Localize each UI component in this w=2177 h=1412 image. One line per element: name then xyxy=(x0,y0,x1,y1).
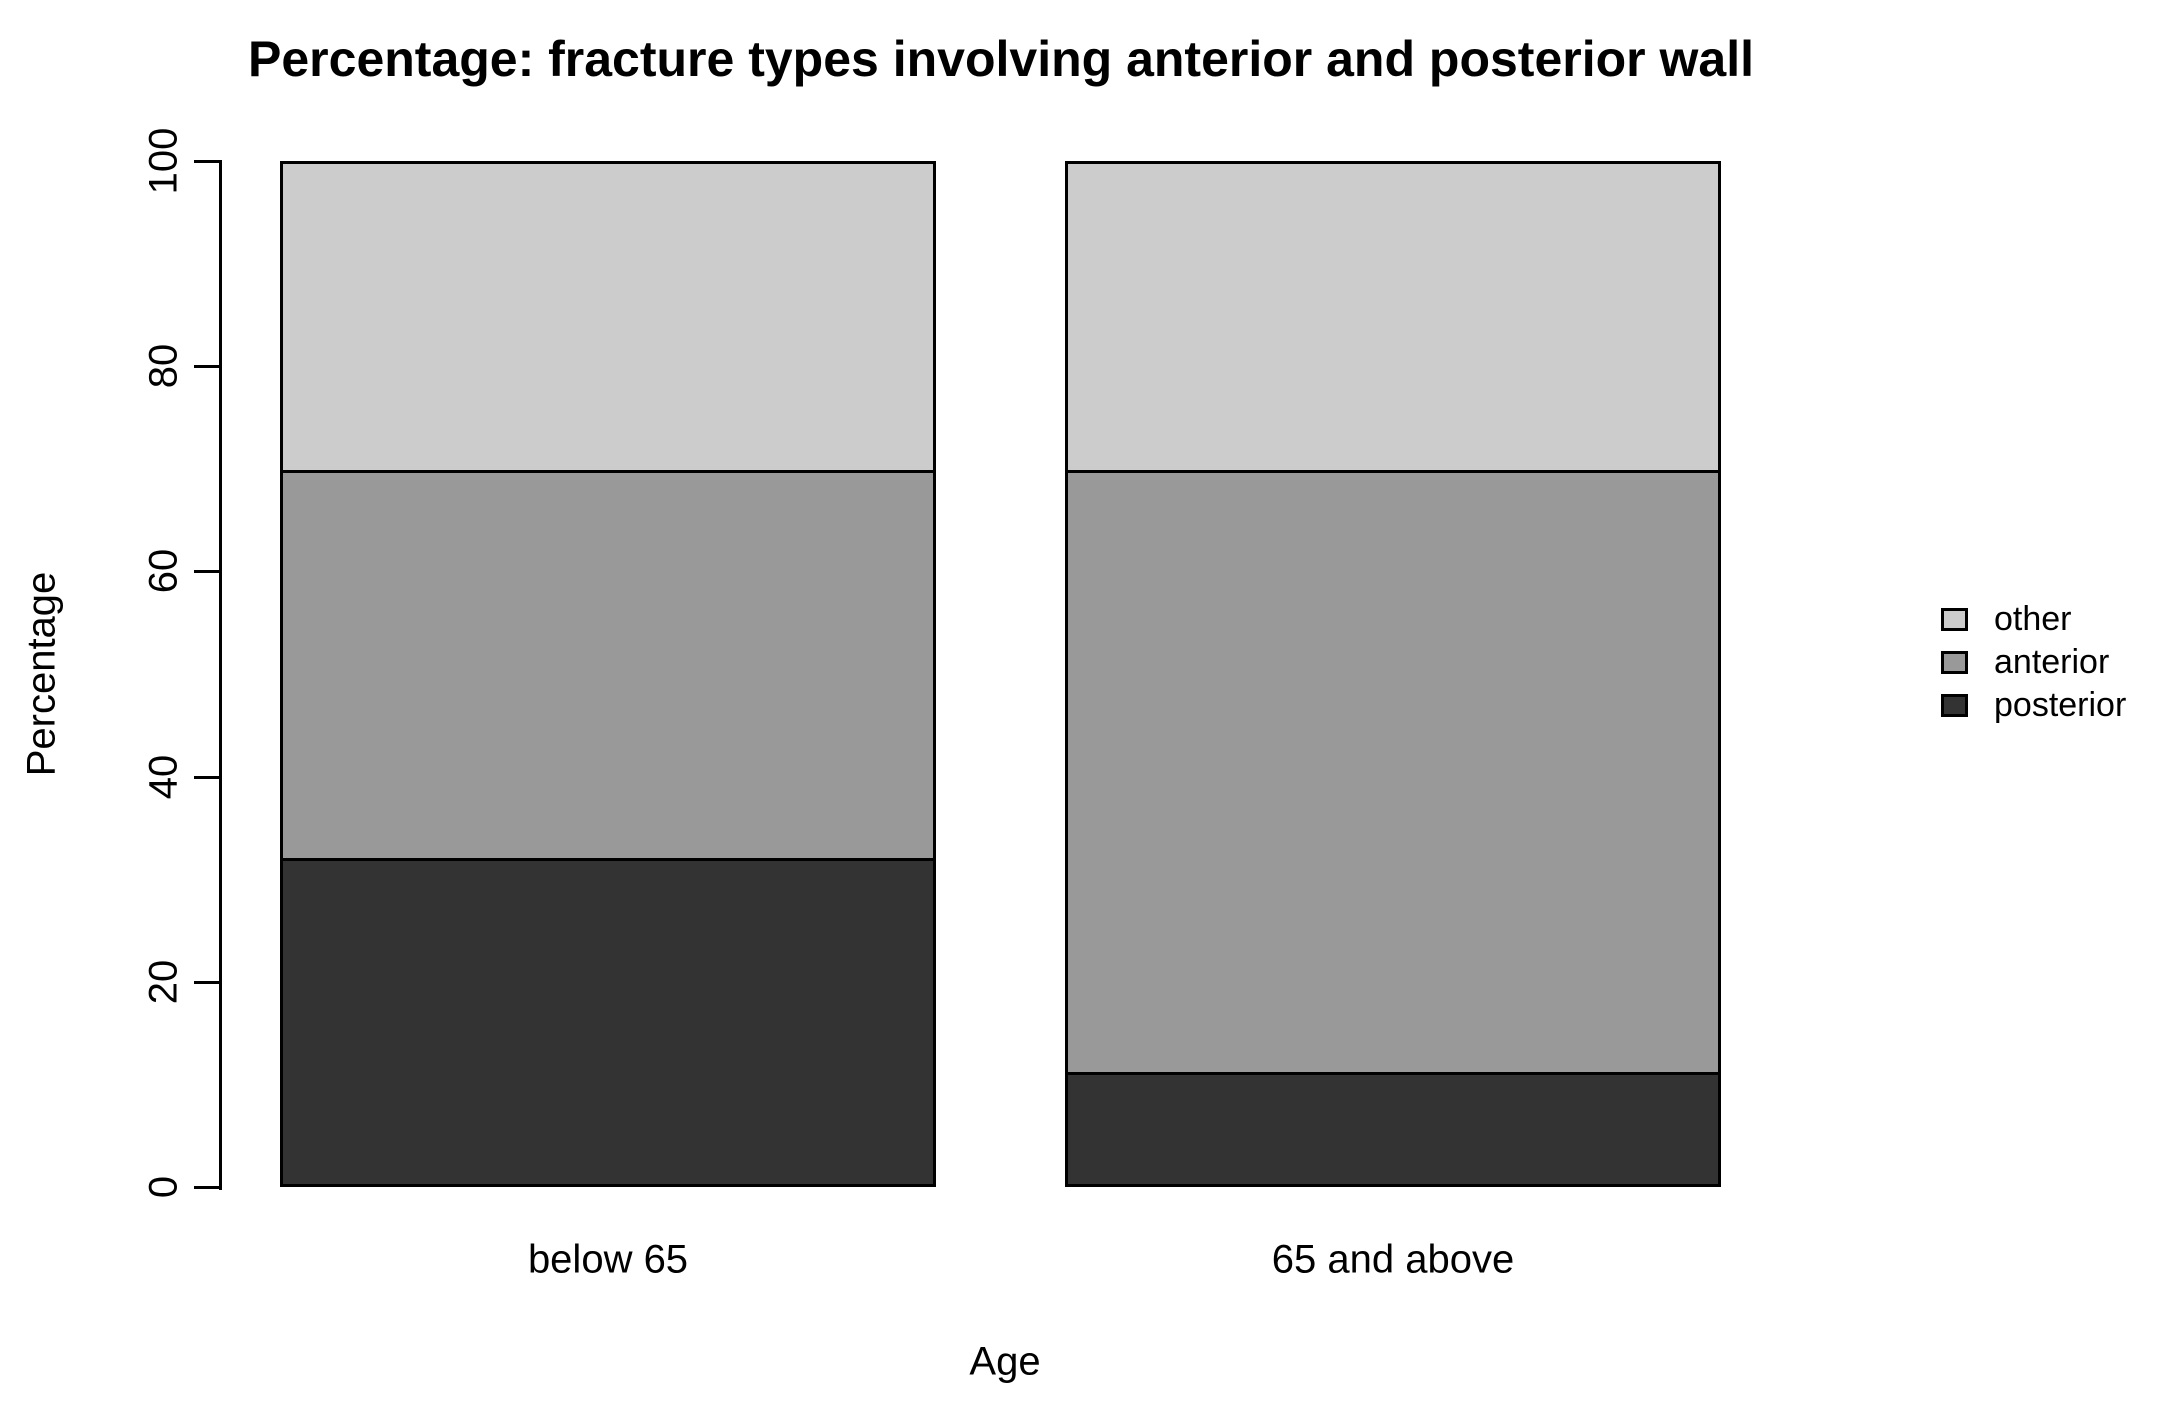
legend-item: posterior xyxy=(1941,688,2126,722)
x-axis-label: Age xyxy=(969,1339,1041,1384)
legend-swatch-other xyxy=(1941,607,1968,631)
bar-65-and-above xyxy=(1065,161,1721,1187)
y-tick xyxy=(194,365,222,369)
x-category-label: 65 and above xyxy=(1271,1237,1515,1282)
bar-segment-anterior xyxy=(1068,470,1718,1072)
y-tick-label: 0 xyxy=(141,1175,186,1199)
bar-segment-other xyxy=(283,164,933,470)
legend-label: other xyxy=(1994,600,2072,638)
legend-item: other xyxy=(1941,602,2126,636)
bar-segment-posterior xyxy=(1068,1071,1718,1184)
bar-segment-posterior xyxy=(283,857,933,1184)
y-tick xyxy=(194,775,222,779)
bar-segment-anterior xyxy=(283,470,933,858)
legend-label: anterior xyxy=(1994,643,2110,681)
chart-title: Percentage: fracture types involving ant… xyxy=(248,31,1754,87)
bar-segment-other xyxy=(1068,164,1718,470)
legend-swatch-posterior xyxy=(1941,693,1968,717)
legend-label: posterior xyxy=(1994,686,2127,724)
y-tick-label: 80 xyxy=(141,343,186,389)
y-tick-label: 20 xyxy=(141,959,186,1005)
legend: other anterior posterior xyxy=(1941,602,2126,731)
legend-item: anterior xyxy=(1941,645,2126,679)
legend-swatch-anterior xyxy=(1941,650,1968,674)
y-axis-label: Percentage xyxy=(19,571,64,777)
y-tick xyxy=(194,980,222,984)
y-tick-label: 40 xyxy=(141,754,186,799)
y-tick-label: 100 xyxy=(141,127,186,195)
y-tick xyxy=(194,1186,222,1189)
y-tick xyxy=(194,160,222,163)
y-tick-label: 60 xyxy=(141,549,186,594)
y-tick xyxy=(194,570,222,574)
y-axis-line xyxy=(219,161,222,1190)
x-category-label: below 65 xyxy=(527,1237,689,1282)
bar-below-65 xyxy=(280,161,936,1187)
